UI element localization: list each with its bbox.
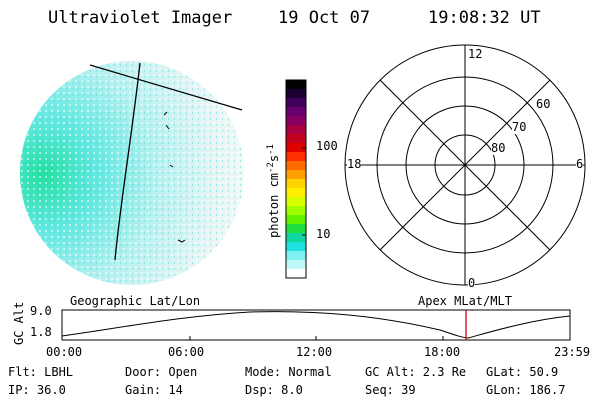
gain-status: Gain: 14 <box>125 383 183 397</box>
door-status: Door: Open <box>125 365 198 379</box>
colorbar-segment <box>286 161 306 171</box>
colorbar-segment <box>286 251 306 261</box>
date-label: 19 Oct 07 <box>278 8 371 28</box>
track-xtick-0000: 00:00 <box>46 345 83 359</box>
lat-label-80: 80 <box>491 141 506 155</box>
limb-line <box>89 64 243 111</box>
colorbar-segment <box>286 188 306 198</box>
colorbar-unit-label: photon cm-2s-1 <box>266 144 281 238</box>
dsp-status: Dsp: 8.0 <box>245 383 303 397</box>
track-ytick-9: 9.0 <box>30 304 52 318</box>
colorbar-segment <box>286 116 306 126</box>
colorbar-segment <box>286 152 306 162</box>
colorbar-segment <box>286 125 306 135</box>
instrument-title: Ultraviolet Imager <box>48 8 233 28</box>
polar-mlt-plot <box>344 44 586 286</box>
altitude-curve <box>61 311 571 339</box>
uv-image-disk <box>20 61 244 285</box>
mlt-label-0: 0 <box>468 276 476 290</box>
altitude-track <box>61 309 571 341</box>
lat-label-60: 60 <box>536 97 551 111</box>
seq-status: Seq: 39 <box>365 383 416 397</box>
gc-alt-status: GC Alt: 2.3 Re <box>365 365 467 379</box>
colorbar-segment <box>286 170 306 180</box>
colorbar-segment <box>286 269 306 279</box>
colorbar-segment <box>286 224 306 234</box>
apex-title: Apex MLat/MLT <box>418 294 512 308</box>
track-xtick-2359: 23:59 <box>554 345 591 359</box>
mode-status: Mode: Normal <box>245 365 332 379</box>
mlt-label-6: 6 <box>576 157 584 171</box>
track-ylabel: GC Alt <box>12 301 26 345</box>
filter-status: Flt: LBHL <box>8 365 74 379</box>
lat-label-70: 70 <box>512 120 527 134</box>
coastline-fragments <box>163 111 186 243</box>
colorbar-segment <box>286 98 306 108</box>
colorbar-segment <box>286 107 306 117</box>
geographic-title: Geographic Lat/Lon <box>70 294 201 308</box>
colorbar-segment <box>286 143 306 153</box>
colorbar-segment <box>286 233 306 243</box>
color-bar <box>285 79 307 279</box>
colorbar-tick-10: 10 <box>316 227 331 241</box>
colorbar-segment <box>286 179 306 189</box>
track-xtick-1200: 12:00 <box>296 345 333 359</box>
colorbar-segment <box>286 134 306 144</box>
colorbar-segment <box>286 215 306 225</box>
colorbar-segment <box>286 89 306 99</box>
glon-status: GLon: 186.7 <box>486 383 566 397</box>
colorbar-segment <box>286 197 306 207</box>
track-xtick-1800: 18:00 <box>424 345 461 359</box>
colorbar-segment <box>286 206 306 216</box>
colorbar-segment <box>286 242 306 252</box>
terminator-line <box>114 62 141 261</box>
track-xtick-0600: 06:00 <box>168 345 205 359</box>
colorbar-segment <box>286 80 306 90</box>
track-ytick-1-8: 1.8 <box>30 325 52 339</box>
mlt-label-18: 18 <box>347 157 362 171</box>
colorbar-segment <box>286 260 306 270</box>
glat-status: GLat: 50.9 <box>486 365 559 379</box>
ip-status: IP: 36.0 <box>8 383 66 397</box>
mlt-label-12: 12 <box>468 47 483 61</box>
colorbar-tick-100: 100 <box>316 139 338 153</box>
time-label: 19:08:32 UT <box>428 8 541 28</box>
